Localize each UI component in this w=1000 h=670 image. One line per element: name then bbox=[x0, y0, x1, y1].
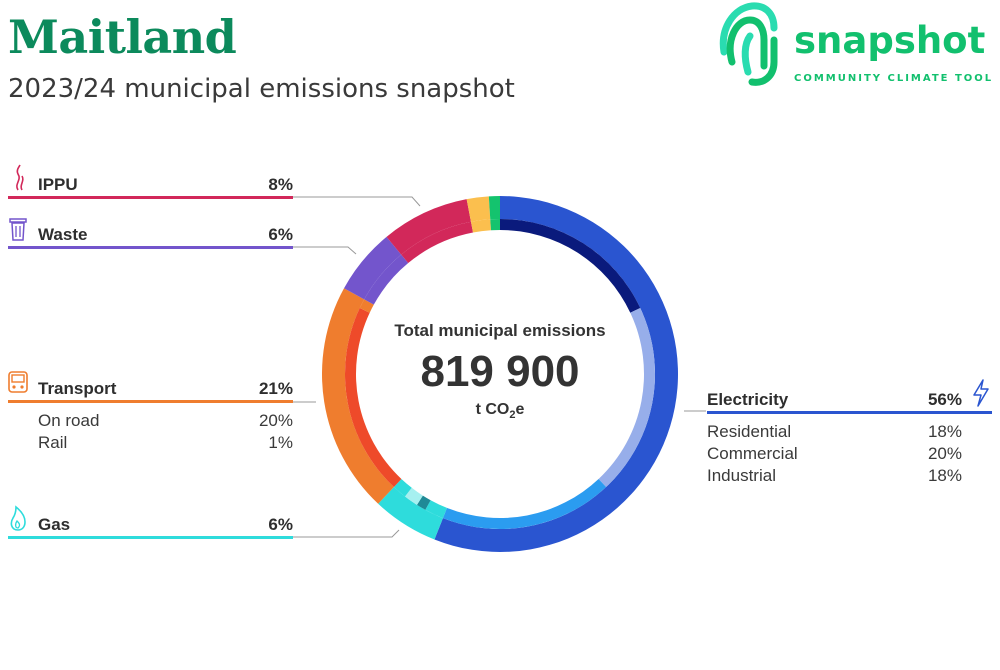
legend-electricity-residential: Residential 18% bbox=[707, 422, 962, 441]
legend-ippu-name: IPPU bbox=[38, 175, 78, 194]
legend-transport: Transport 21% On road 20% Rail 1% bbox=[8, 371, 293, 458]
legend-ippu-pct: 8% bbox=[268, 175, 293, 194]
legend-ippu: IPPU 8% bbox=[8, 164, 293, 200]
legend-waste-rule bbox=[8, 246, 293, 249]
legend-gas-name: Gas bbox=[38, 515, 71, 534]
inner-slice-segment-10 bbox=[401, 221, 474, 264]
logo-tagline: COMMUNITY CLIMATE TOOL bbox=[794, 73, 994, 84]
smokestack-icon bbox=[16, 164, 24, 191]
outer-slice-segment-6 bbox=[488, 196, 500, 220]
lightning-bolt-icon bbox=[973, 379, 989, 407]
total-label: Total municipal emissions bbox=[394, 321, 606, 340]
outer-ring bbox=[322, 196, 678, 552]
legend-ippu-rule bbox=[8, 196, 293, 199]
logo-wordmark: snapshot bbox=[794, 19, 986, 62]
train-icon bbox=[8, 371, 28, 393]
inner-slice-commercial bbox=[598, 308, 655, 487]
outer-slice-transport bbox=[322, 288, 394, 504]
gas-leader bbox=[293, 529, 400, 538]
trash-bin-icon bbox=[9, 218, 27, 241]
flame-icon bbox=[10, 505, 26, 531]
page-title: Maitland bbox=[8, 10, 237, 64]
inner-slice-segment-12 bbox=[490, 219, 500, 231]
snapshot-logo: snapshot COMMUNITY CLIMATE TOOL bbox=[714, 0, 1000, 92]
outer-slice-waste bbox=[344, 236, 402, 300]
legend-waste-name: Waste bbox=[38, 225, 88, 244]
inner-slice-segment-11 bbox=[470, 219, 491, 233]
inner-slice-industrial bbox=[442, 478, 607, 529]
inner-slice-segment-3 bbox=[425, 500, 447, 519]
inner-slice-residential bbox=[500, 219, 641, 313]
legend-electricity: Electricity 56% Residential 18% Commercial… bbox=[707, 379, 992, 489]
outer-slice-ippu bbox=[386, 199, 471, 255]
inner-slice-segment-4 bbox=[416, 495, 431, 510]
inner-slice-on-road bbox=[345, 308, 402, 487]
legend-electricity-industrial: Industrial 18% bbox=[707, 466, 962, 485]
inner-slice-rail bbox=[359, 299, 374, 313]
legend-electricity-rule bbox=[707, 411, 992, 414]
legend-waste: Waste 6% bbox=[8, 218, 293, 250]
outer-slice-segment-5 bbox=[466, 196, 491, 222]
waste-leader bbox=[293, 246, 357, 255]
legend-transport-on-road: On road 20% bbox=[38, 411, 293, 430]
legend-electricity-name: Electricity bbox=[707, 390, 789, 409]
fingerprint-logo-icon bbox=[719, 2, 778, 86]
total-value: 819 900 bbox=[420, 347, 580, 396]
donut-center-label: Total municipal emissions 819 900 t CO2e bbox=[340, 320, 660, 425]
legend-electricity-commercial: Commercial 20% bbox=[707, 444, 962, 463]
page-subtitle: 2023/24 municipal emissions snapshot bbox=[8, 74, 515, 104]
legend-gas-rule bbox=[8, 536, 293, 539]
outer-slice-gas bbox=[378, 486, 443, 540]
legend-transport-pct: 21% bbox=[258, 379, 293, 398]
legend-transport-rule bbox=[8, 400, 293, 403]
legend-gas-pct: 6% bbox=[268, 515, 293, 534]
legend-electricity-pct: 56% bbox=[927, 390, 962, 409]
ippu-leader bbox=[293, 196, 421, 207]
inner-slice-segment-6 bbox=[393, 478, 412, 497]
legend-transport-name: Transport bbox=[38, 379, 117, 398]
legend-transport-rail: Rail 1% bbox=[38, 433, 293, 452]
legend-gas: Gas 6% bbox=[8, 505, 293, 540]
inner-slice-segment-5 bbox=[404, 487, 423, 505]
legend-waste-pct: 6% bbox=[268, 225, 293, 244]
total-unit: t CO2e bbox=[475, 401, 525, 422]
inner-ring bbox=[345, 219, 655, 529]
inner-slice-segment-9 bbox=[364, 254, 409, 305]
